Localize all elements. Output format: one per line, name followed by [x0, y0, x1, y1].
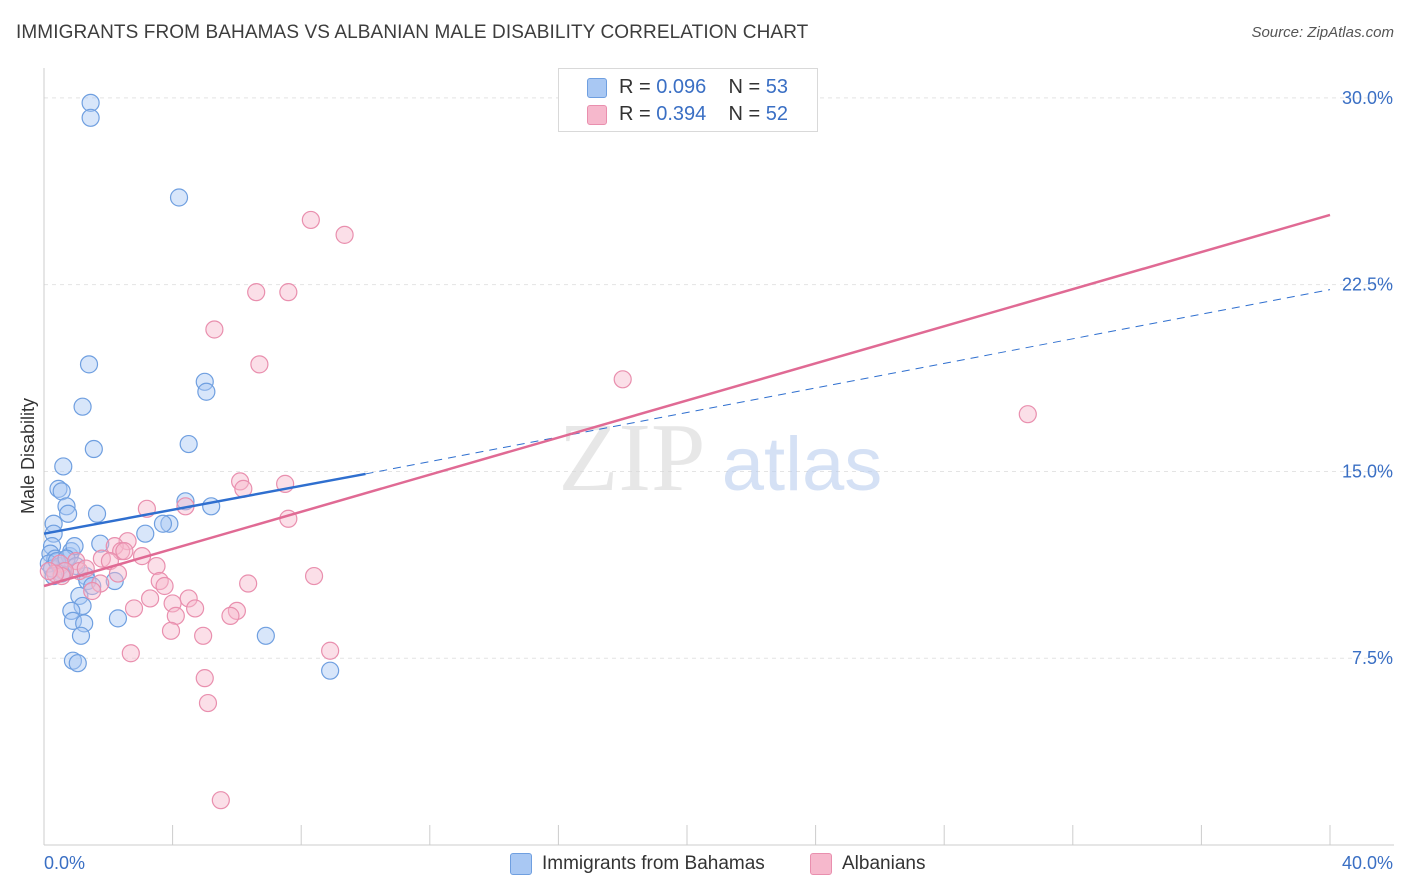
legend-swatch-pink [810, 853, 832, 875]
x-tick-label-max: 40.0% [1342, 853, 1393, 873]
albanians-point-5 [250, 355, 269, 374]
bahamas-point-2 [169, 188, 189, 207]
bahamas-point-5 [197, 382, 216, 401]
albanians-point-7 [1018, 405, 1037, 424]
y-tick-label: 15.0% [1342, 461, 1393, 481]
bahamas-point-1 [81, 108, 100, 127]
legend-label-bahamas: Immigrants from Bahamas [542, 853, 765, 874]
albanians-point-3 [279, 283, 298, 302]
legend-r-label: R = [619, 76, 657, 98]
legend-label-albanians: Albanians [842, 853, 926, 874]
albanians-point-41 [221, 606, 240, 625]
albanians-point-29 [150, 571, 169, 591]
bahamas-point-9 [54, 457, 73, 476]
bahamas-point-6 [73, 397, 92, 416]
trend-line-bahamas-dashed [365, 289, 1331, 475]
axes [43, 68, 1394, 846]
bahamas-point-19 [136, 524, 155, 543]
albanians-point-48 [198, 693, 218, 713]
bahamas-point-46 [321, 661, 340, 680]
albanians-point-0 [301, 210, 320, 230]
albanians-point-43 [161, 621, 181, 640]
tick-labels: 7.5% 15.0% 22.5% 30.0% 0.0% 40.0% [44, 88, 1393, 873]
legend-r-value: 0.096 [656, 76, 707, 98]
legend-r-value: 0.394 [656, 103, 707, 125]
albanians-point-38 [124, 599, 144, 618]
bahamas-point-10 [49, 479, 68, 498]
bahamas-point-45 [256, 626, 275, 645]
bahamas-point-44 [68, 654, 87, 673]
legend-n-label: N = [728, 76, 766, 98]
albanians-point-6 [613, 370, 632, 389]
trend-lines [43, 213, 1331, 588]
bahamas-point-18 [153, 514, 173, 533]
albanians-point-39 [186, 599, 205, 618]
watermark-atlas: atlas [722, 422, 883, 507]
albanians-point-28 [147, 556, 166, 576]
x-tick-label-min: 0.0% [44, 853, 85, 873]
y-tick-label: 22.5% [1342, 275, 1393, 295]
albanians-point-46 [321, 641, 340, 660]
albanians-point-1 [335, 225, 354, 244]
y-axis-label: Male Disability [18, 398, 38, 514]
chart-title: IMMIGRANTS FROM BAHAMAS VS ALBANIAN MALE… [16, 22, 809, 43]
albanians-point-47 [195, 669, 214, 688]
watermark: ZIP atlas [559, 404, 883, 512]
bahamas-point-43 [63, 651, 83, 670]
y-tick-label: 7.5% [1352, 648, 1393, 668]
legend-n-value: 53 [765, 76, 789, 98]
bahamas-point-41 [108, 609, 128, 628]
bahamas-point-14 [87, 504, 107, 523]
legend-r-label: R = [619, 103, 657, 125]
correlation-legend: R = 0.096 N = 53 R = 0.394 N = 52 [558, 68, 818, 132]
bahamas-point-17 [160, 514, 179, 533]
bahamas-point-12 [57, 497, 76, 516]
bahamas-point-0 [81, 93, 100, 112]
bahamas-point-42 [71, 626, 91, 645]
source-label: Source: ZipAtlas.com [1251, 24, 1394, 41]
albanians-point-44 [194, 626, 213, 645]
bahamas-point-39 [63, 611, 83, 630]
bahamas-point-8 [179, 434, 198, 454]
albanians-point-30 [155, 576, 174, 596]
albanians-point-31 [239, 574, 258, 593]
albanians-point-50 [39, 561, 58, 581]
albanians-point-17 [115, 542, 134, 561]
bahamas-point-3 [79, 355, 99, 374]
grid-lines [44, 97, 1394, 659]
bahamas-point-31 [91, 534, 110, 553]
legend-n-label: N = [728, 103, 766, 125]
legend-swatch-blue [587, 78, 607, 98]
legend-swatch-pink [587, 105, 607, 125]
bahamas-point-7 [84, 439, 103, 459]
albanians-point-4 [205, 320, 224, 339]
albanians-point-2 [247, 283, 266, 302]
albanians-point-34 [83, 581, 102, 601]
albanians-point-32 [304, 566, 324, 586]
legend-swatch-blue [510, 853, 532, 875]
bahamas-point-13 [59, 504, 78, 523]
albanians-point-49 [211, 791, 230, 810]
watermark-zip: ZIP [559, 404, 706, 512]
trend-line-bahamas-solid [43, 472, 366, 535]
albanians-point-35 [140, 589, 160, 608]
series-albanians-points [39, 210, 1037, 810]
y-tick-label: 30.0% [1342, 88, 1393, 108]
legend-n-value: 52 [765, 103, 789, 125]
trend-line-albanians-solid [43, 213, 1331, 588]
albanians-point-45 [121, 644, 140, 663]
